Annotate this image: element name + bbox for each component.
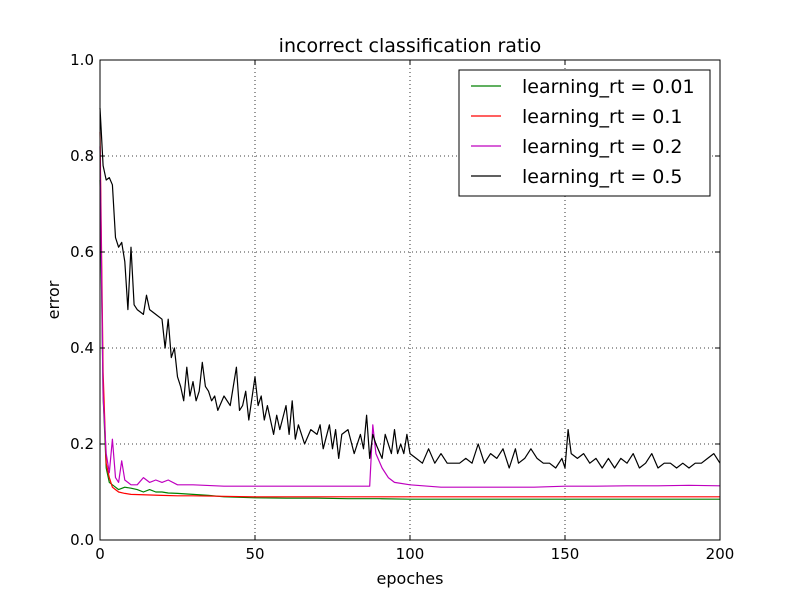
x-tick-label: 150: [551, 545, 580, 563]
y-tick-label: 0.0: [70, 531, 94, 549]
y-tick-label: 0.4: [70, 339, 94, 357]
x-tick-label: 200: [706, 545, 735, 563]
series-line-1: [99, 131, 720, 498]
series-lines: [99, 107, 721, 500]
legend-label: learning_rt = 0.2: [522, 136, 683, 158]
x-tick-label: 0: [95, 545, 105, 563]
y-tick-label: 0.2: [70, 435, 94, 453]
legend-label: learning_rt = 0.1: [522, 106, 683, 128]
x-tick-label: 100: [396, 545, 425, 563]
legend: learning_rt = 0.01 learning_rt = 0.1 learn…: [458, 69, 711, 197]
axis-ticks: 0 50 100 150 200 0.0 0.2 0.4 0.6 0.8 1.0: [70, 51, 734, 563]
y-tick-label: 0.6: [70, 243, 94, 261]
x-axis-label: epoches: [377, 569, 444, 588]
y-tick-label: 1.0: [70, 51, 94, 69]
y-axis-label: error: [44, 280, 63, 319]
series-line-3: [99, 107, 721, 469]
x-tick-label: 50: [245, 545, 264, 563]
chart-title: incorrect classification ratio: [279, 35, 542, 57]
series-line-2: [99, 146, 721, 488]
legend-label: learning_rt = 0.01: [522, 76, 695, 98]
y-tick-label: 0.8: [70, 147, 94, 165]
series-line-0: [99, 179, 720, 500]
legend-box: [458, 69, 711, 197]
legend-label: learning_rt = 0.5: [522, 166, 683, 188]
